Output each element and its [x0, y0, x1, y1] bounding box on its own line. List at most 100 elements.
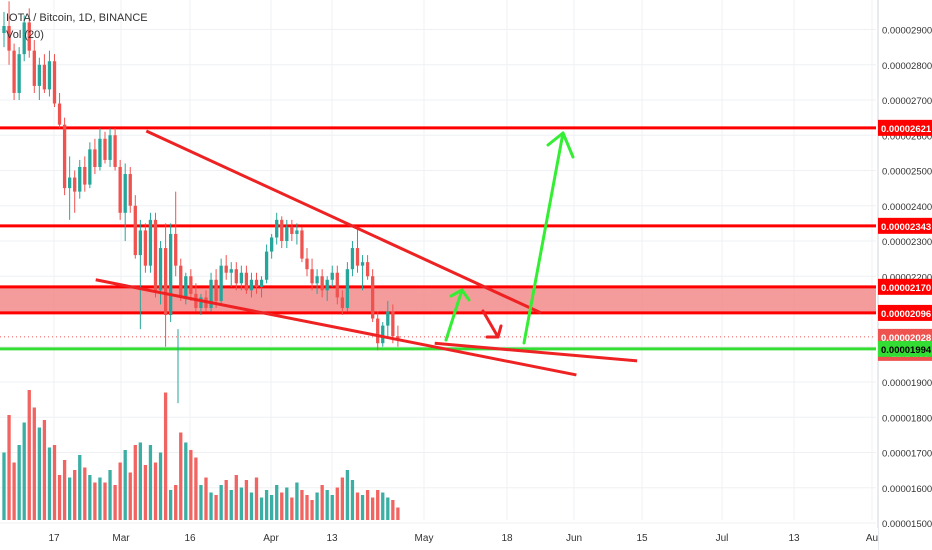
candle-body	[360, 262, 365, 266]
candle-body	[27, 22, 31, 51]
volume-bar	[234, 475, 238, 520]
candle-body	[42, 64, 47, 90]
volume-bar	[340, 477, 344, 520]
candle-body	[108, 135, 112, 160]
candle-body	[83, 166, 87, 185]
candle-body	[128, 174, 132, 206]
resistance-zone	[0, 286, 876, 313]
candle-body	[113, 135, 117, 167]
volume-bar	[295, 482, 299, 520]
candle-body	[174, 233, 178, 266]
candle-body	[2, 25, 6, 34]
candle-body	[229, 269, 233, 273]
volume-bar	[325, 490, 329, 520]
candle-body	[234, 269, 238, 284]
volume-bar	[194, 457, 198, 520]
volume-bar	[371, 497, 375, 520]
candle-body	[103, 138, 107, 160]
candle-body	[153, 219, 158, 291]
candle-body	[340, 297, 344, 308]
volume-bar	[7, 415, 11, 520]
volume-bar	[355, 492, 360, 520]
candle-body	[73, 177, 77, 192]
price-label-resistance-1: 0.00002621	[881, 124, 932, 135]
volume-bar	[163, 392, 168, 520]
candle-body	[12, 50, 16, 93]
candle-body	[320, 276, 324, 291]
y-tick-label: 0.00002700	[882, 96, 932, 107]
candle-body	[264, 251, 269, 280]
volume-bar	[52, 445, 57, 520]
candle-body	[300, 230, 304, 259]
volume-bar	[32, 407, 36, 520]
forecast-arrow-up-short	[444, 288, 464, 342]
volume-bar	[199, 485, 203, 520]
y-tick-label: 0.00002600	[882, 131, 932, 142]
volume-bar	[270, 495, 274, 520]
candle-body	[62, 124, 67, 189]
volume-bar	[280, 492, 284, 520]
volume-bar	[184, 442, 188, 520]
candle-body	[93, 149, 97, 167]
candle-body	[47, 61, 52, 90]
candle-body	[376, 318, 380, 344]
volume-bar	[153, 462, 158, 520]
chart-legend: IOTA / Bitcoin, 1D, BINANCE Vol (20)	[6, 10, 148, 44]
volume-bar	[148, 445, 153, 520]
candle-body	[259, 279, 264, 287]
y-tick-label: 0.00001800	[882, 413, 932, 424]
forecast-arrow-up-long-head	[546, 131, 575, 159]
volume-bar	[169, 490, 173, 520]
volume-bar	[42, 420, 47, 520]
candle-body	[285, 226, 289, 241]
volume-bar	[118, 462, 122, 520]
price-label-support: 0.00001994	[881, 345, 932, 356]
x-tick-label: 17	[48, 533, 60, 544]
volume-bar	[290, 497, 294, 520]
candle-body	[163, 248, 168, 316]
price-label-support-box	[878, 340, 932, 357]
candle-body	[209, 279, 213, 308]
candle-body	[88, 149, 92, 185]
volume-bar	[108, 470, 112, 520]
volume-bar	[204, 477, 208, 520]
volume-bar	[189, 450, 193, 520]
price-label-zone-top: 0.00002170	[881, 283, 931, 294]
volume-bar	[103, 482, 107, 520]
volume-bar	[320, 485, 324, 520]
volume-bar	[335, 487, 339, 520]
trendline-wedge-lower	[95, 278, 577, 377]
volume-bar	[254, 477, 259, 520]
candle-body	[355, 248, 360, 266]
volume-bar	[93, 482, 97, 520]
volume-bar	[315, 492, 319, 520]
volume-bar	[345, 470, 350, 520]
candle-body	[396, 336, 400, 340]
candle-body	[78, 166, 82, 192]
candle-body	[224, 265, 228, 273]
x-tick-label: May	[415, 533, 434, 544]
candle-body	[148, 219, 153, 266]
candle-body	[32, 50, 36, 86]
forecast-arrow-down-head	[485, 324, 503, 339]
candle-body	[335, 272, 339, 298]
volume-bar	[381, 492, 385, 520]
volume-bar	[133, 445, 137, 520]
candle-body	[17, 54, 21, 93]
y-tick-label: 0.00001500	[882, 519, 932, 530]
x-tick-label: 16	[184, 533, 196, 544]
candle-body	[371, 276, 375, 319]
volume-bar	[360, 495, 365, 520]
candle-body	[184, 276, 188, 298]
candle-body	[381, 325, 385, 344]
candle-body	[189, 276, 193, 294]
price-label-resistance-2: 0.00002343	[881, 222, 931, 233]
x-tick-label: Mar	[112, 533, 130, 544]
volume-bar	[57, 475, 62, 520]
x-tick-label: 13	[788, 533, 800, 544]
volume-bar	[244, 480, 249, 520]
candle-body	[330, 272, 334, 280]
volume-bar	[174, 485, 178, 520]
candle-body	[290, 226, 294, 234]
